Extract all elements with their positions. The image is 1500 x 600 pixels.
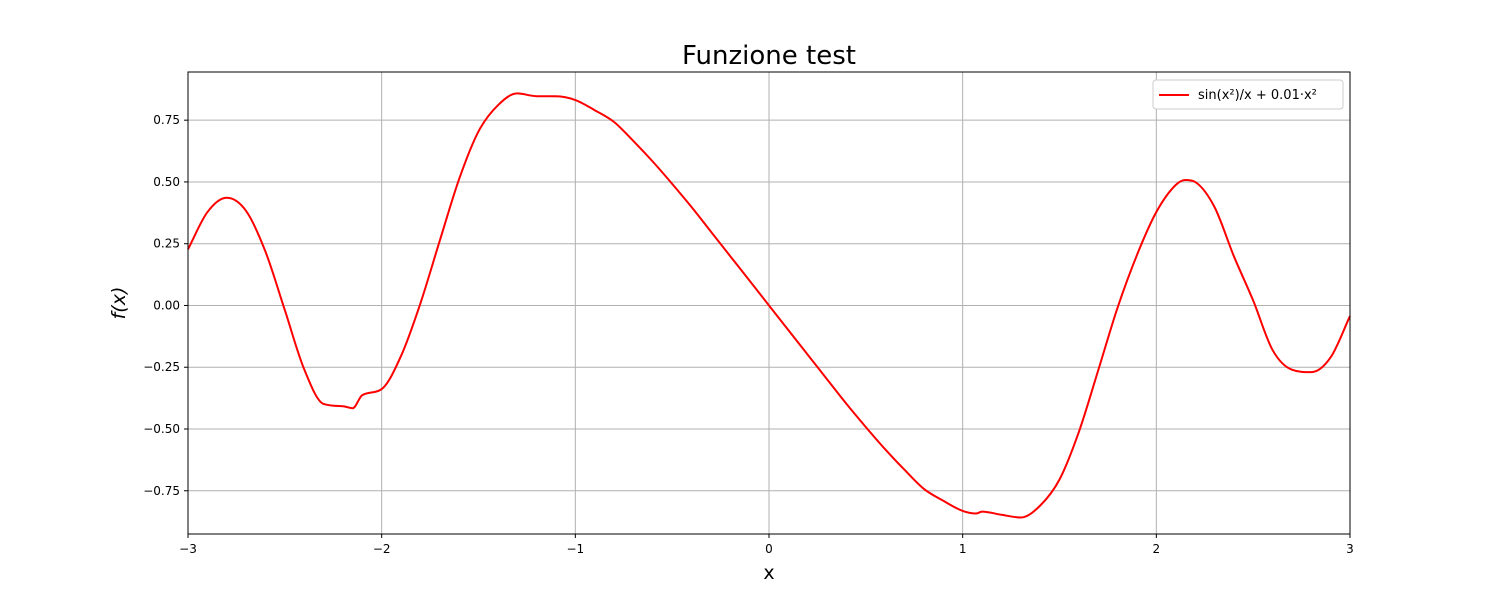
x-axis-label: x bbox=[763, 562, 774, 584]
legend-entry-label: sin(x²)/x + 0.01·x² bbox=[1198, 88, 1317, 103]
y-tick-label: 0.50 bbox=[153, 175, 180, 189]
y-tick-label: 0.75 bbox=[153, 113, 180, 127]
x-tick-label: −3 bbox=[179, 542, 197, 556]
series-layer bbox=[187, 92, 1351, 519]
series-line bbox=[187, 92, 1351, 519]
x-tick-label: 1 bbox=[959, 542, 967, 556]
x-tick-label: 2 bbox=[1153, 542, 1161, 556]
chart-title: Funzione test bbox=[682, 41, 856, 71]
y-axis-label: f(x) bbox=[108, 287, 130, 320]
y-tick-label: 0.25 bbox=[153, 237, 180, 251]
y-tick-label: 0.00 bbox=[153, 298, 180, 312]
x-tick-label: −1 bbox=[566, 542, 584, 556]
y-axis-ticks: −0.75 −0.50 −0.25 0.00 0.25 0.50 0.75 bbox=[143, 113, 188, 498]
x-tick-label: −2 bbox=[373, 542, 391, 556]
y-tick-label: −0.50 bbox=[143, 422, 180, 436]
y-tick-label: −0.75 bbox=[143, 484, 180, 498]
legend-box bbox=[1152, 79, 1344, 110]
legend: sin(x²)/x + 0.01·x² bbox=[1152, 79, 1344, 110]
x-axis-ticks: −3 −2 −1 0 1 2 3 bbox=[179, 534, 1354, 556]
y-tick-label: −0.25 bbox=[143, 360, 180, 374]
x-tick-label: 0 bbox=[765, 542, 773, 556]
x-tick-label: 3 bbox=[1346, 542, 1354, 556]
